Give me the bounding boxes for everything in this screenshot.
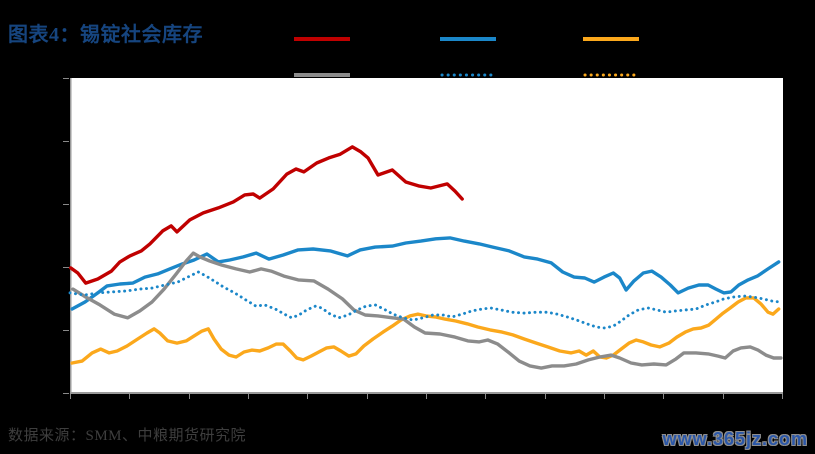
legend-item-orange-dotted — [583, 68, 733, 82]
y-tick — [63, 204, 69, 205]
legend-swatch-gray-solid — [294, 73, 350, 77]
legend-swatch-blue-solid — [440, 37, 496, 41]
x-axis-ticks — [70, 394, 783, 401]
legend-swatch-orange-dotted — [583, 73, 637, 77]
legend-item-blue-solid — [440, 32, 583, 46]
x-tick — [485, 394, 487, 399]
x-tick — [544, 394, 546, 399]
plot-svg — [68, 78, 783, 394]
x-tick — [366, 394, 368, 399]
y-axis-ticks — [63, 78, 70, 394]
series-line-gray-solid — [71, 251, 783, 370]
legend-item-gray-solid — [294, 68, 440, 82]
x-tick — [307, 394, 309, 399]
x-tick — [782, 394, 783, 399]
x-tick — [663, 394, 665, 399]
x-tick — [129, 394, 131, 399]
series-line-blue-dotted — [68, 270, 782, 330]
y-tick — [63, 78, 69, 79]
x-tick — [426, 394, 427, 399]
x-tick — [70, 394, 71, 399]
legend-swatch-red-solid — [294, 37, 350, 41]
chart-legend — [294, 32, 733, 82]
x-tick — [604, 394, 605, 399]
x-tick — [722, 394, 724, 399]
legend-item-blue-dotted — [440, 68, 583, 82]
legend-item-orange-solid — [583, 32, 733, 46]
legend-item-red-solid — [294, 32, 440, 46]
legend-swatch-orange-solid — [583, 37, 639, 41]
data-source-note: 数据来源：SMM、中粮期货研究院 — [8, 428, 247, 444]
y-tick — [63, 267, 69, 268]
series-line-orange-solid — [70, 296, 781, 365]
chart-title: 图表4：锡锭社会库存 — [8, 24, 203, 46]
y-tick — [63, 141, 69, 142]
legend-swatch-blue-dotted — [440, 73, 494, 77]
y-tick — [63, 393, 69, 394]
y-tick — [63, 330, 69, 331]
plot-area — [68, 78, 783, 394]
x-tick — [248, 394, 249, 399]
x-tick — [188, 394, 190, 399]
watermark: www.365jz.com — [662, 429, 808, 449]
series-line-red-solid — [68, 145, 464, 285]
series-line-blue-solid — [70, 236, 781, 311]
